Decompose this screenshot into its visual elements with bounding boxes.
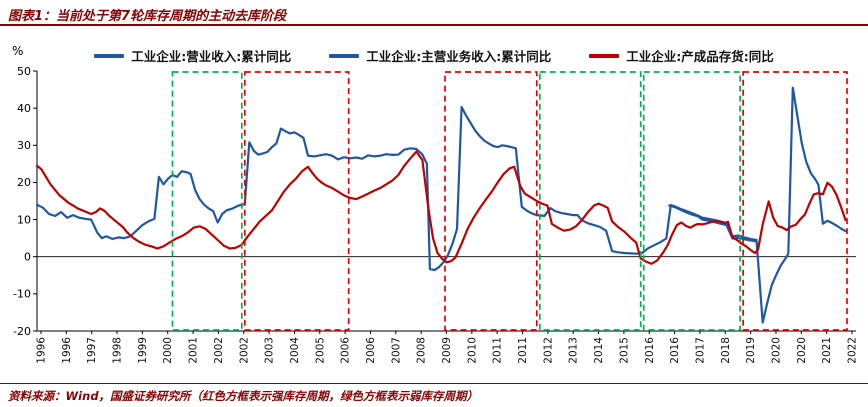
svg-text:30: 30 <box>17 139 31 152</box>
legend-item-revenue: 工业企业:营业收入:累计同比 <box>94 46 291 65</box>
svg-text:20: 20 <box>17 176 31 189</box>
svg-text:2002: 2002 <box>238 337 250 364</box>
svg-text:2011: 2011 <box>492 337 504 364</box>
svg-text:2018: 2018 <box>720 337 732 364</box>
svg-text:2017: 2017 <box>694 337 706 364</box>
svg-text:2016: 2016 <box>644 337 656 364</box>
legend-label-main-business-revenue: 工业企业:主营业务收入:累计同比 <box>366 49 552 64</box>
svg-text:2011: 2011 <box>517 337 529 364</box>
svg-text:2007: 2007 <box>390 337 402 364</box>
legend-swatch-blue-line-2 <box>329 53 360 58</box>
svg-text:2015: 2015 <box>618 337 630 364</box>
svg-text:2016: 2016 <box>669 337 681 364</box>
svg-text:-20: -20 <box>13 325 31 338</box>
svg-text:2022: 2022 <box>847 337 859 364</box>
svg-text:1997: 1997 <box>86 337 98 364</box>
svg-text:2008: 2008 <box>416 337 428 364</box>
legend-item-inventory: 工业企业:产成品存货:同比 <box>589 46 774 65</box>
svg-text:2020: 2020 <box>796 337 808 364</box>
legend-item-main-business-revenue: 工业企业:主营业务收入:累计同比 <box>329 46 551 65</box>
top-divider <box>0 24 868 26</box>
chart-title: 图表1：当前处于第7轮库存周期的主动去库阶段 <box>8 9 287 24</box>
svg-text:2001: 2001 <box>188 337 200 364</box>
bottom-divider <box>0 383 868 384</box>
svg-text:2006: 2006 <box>365 337 377 364</box>
legend-label-inventory: 工业企业:产成品存货:同比 <box>626 49 774 64</box>
svg-text:1996: 1996 <box>36 337 48 364</box>
svg-text:0: 0 <box>24 251 31 264</box>
svg-text:2020: 2020 <box>770 337 782 364</box>
svg-text:2009: 2009 <box>441 337 453 364</box>
svg-text:2005: 2005 <box>314 337 326 364</box>
svg-text:2012: 2012 <box>542 337 554 364</box>
source-note: 资料来源：Wind，国盛证券研究所（红色方框表示强库存周期，绿色方框表示弱库存周… <box>8 389 479 403</box>
svg-text:2003: 2003 <box>264 337 276 364</box>
svg-text:2006: 2006 <box>340 337 352 364</box>
svg-text:40: 40 <box>17 102 31 115</box>
svg-text:2021: 2021 <box>821 337 833 364</box>
legend-label-revenue: 工业企业:营业收入:累计同比 <box>131 49 292 64</box>
svg-text:2014: 2014 <box>593 337 605 364</box>
legend-swatch-blue-line <box>94 53 125 58</box>
svg-text:2000: 2000 <box>162 337 174 364</box>
svg-text:1996: 1996 <box>61 337 73 364</box>
legend-swatch-red-line <box>589 53 620 58</box>
svg-text:50: 50 <box>17 65 31 78</box>
y-axis-unit-label: % <box>12 44 24 58</box>
chart-legend: 工业企业:营业收入:累计同比 工业企业:主营业务收入:累计同比 工业企业:产成品… <box>0 46 868 65</box>
svg-text:10: 10 <box>17 213 31 226</box>
svg-text:-10: -10 <box>13 288 31 301</box>
svg-text:2002: 2002 <box>213 337 225 364</box>
svg-text:1998: 1998 <box>112 337 124 364</box>
svg-text:2013: 2013 <box>568 337 580 364</box>
svg-text:2010: 2010 <box>466 337 478 364</box>
svg-text:1999: 1999 <box>137 337 149 364</box>
svg-text:2019: 2019 <box>745 337 757 364</box>
svg-text:2004: 2004 <box>289 337 301 364</box>
